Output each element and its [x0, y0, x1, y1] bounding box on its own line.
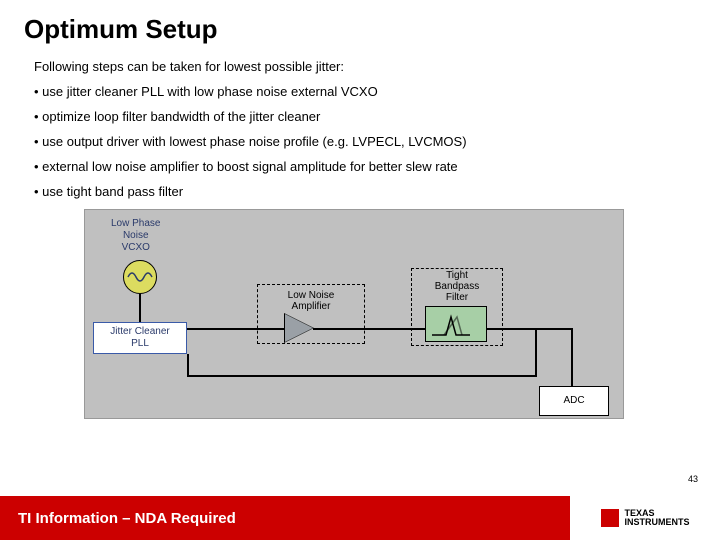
bandpass-icon — [425, 306, 487, 342]
bullet-list: • use jitter cleaner PLL with low phase … — [34, 84, 696, 199]
wire — [313, 328, 425, 330]
ti-logo: TEXASINSTRUMENTS — [570, 496, 720, 540]
bullet-item: • optimize loop filter bandwidth of the … — [34, 109, 696, 124]
wire — [139, 294, 141, 322]
bullet-item: • external low noise amplifier to boost … — [34, 159, 696, 174]
adc-block: ADC — [539, 386, 609, 416]
footer-text: TI Information – NDA Required — [0, 496, 570, 540]
wire — [571, 328, 573, 386]
wire — [487, 328, 573, 330]
ti-chip-icon — [601, 509, 619, 527]
ti-logo-text: TEXASINSTRUMENTS — [625, 509, 690, 527]
bullet-item: • use output driver with lowest phase no… — [34, 134, 696, 149]
vcxo-oscillator-icon — [123, 260, 157, 294]
jitter-cleaner-block: Jitter CleanerPLL — [93, 322, 187, 354]
footer-bar: TI Information – NDA Required TEXASINSTR… — [0, 496, 720, 540]
bandpass-label: TightBandpassFilter — [427, 270, 487, 303]
slide-title: Optimum Setup — [24, 14, 696, 45]
wire — [535, 328, 537, 376]
intro-text: Following steps can be taken for lowest … — [34, 59, 696, 74]
amplifier-icon — [285, 314, 313, 342]
amplifier-label: Low NoiseAmplifier — [281, 290, 341, 312]
page-number: 43 — [688, 474, 698, 484]
bullet-item: • use jitter cleaner PLL with low phase … — [34, 84, 696, 99]
block-diagram: Low PhaseNoiseVCXO Jitter CleanerPLL Low… — [84, 209, 624, 419]
bullet-item: • use tight band pass filter — [34, 184, 696, 199]
wire — [187, 354, 189, 376]
wire — [187, 375, 537, 377]
vcxo-label: Low PhaseNoiseVCXO — [111, 218, 160, 254]
